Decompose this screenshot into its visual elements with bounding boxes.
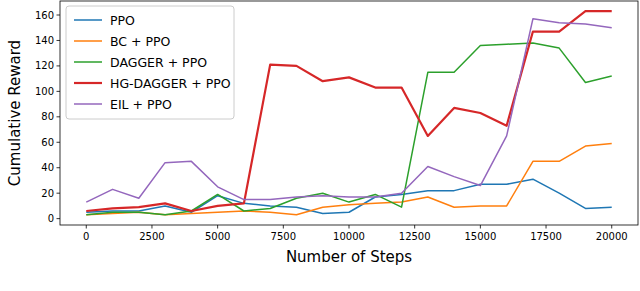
x-axis-label: Number of Steps: [286, 248, 412, 266]
y-tick: [57, 116, 61, 117]
legend-swatch: [74, 61, 102, 63]
x-tick-label: 17500: [530, 231, 562, 242]
x-tick: [611, 225, 612, 229]
x-tick-label: 15000: [464, 231, 496, 242]
chart: 0 2500 5000 7500 10000 12500 15000 17500 20000 0 2…: [0, 0, 640, 291]
y-tick-label: 0: [48, 213, 54, 224]
y-tick-label: 140: [35, 35, 54, 46]
x-tick: [480, 225, 481, 229]
x-tick-label: 12500: [399, 231, 431, 242]
legend-swatch: [74, 19, 102, 21]
x-tick-label: 7500: [271, 231, 296, 242]
series-line: [86, 19, 611, 202]
x-tick-label: 5000: [205, 231, 230, 242]
x-tick: [349, 225, 350, 229]
series-line: [86, 11, 611, 211]
legend-label: PPO: [110, 13, 135, 28]
plot-frame: [60, 1, 638, 225]
x-tick: [546, 225, 547, 229]
legend-frame: [66, 6, 234, 119]
series-line: [86, 43, 611, 215]
y-tick: [57, 40, 61, 41]
y-tick-label: 80: [41, 111, 54, 122]
y-tick-label: 100: [35, 86, 54, 97]
y-tick: [57, 167, 61, 168]
y-tick-label: 20: [41, 188, 54, 199]
x-tick: [283, 225, 284, 229]
x-tick-label: 0: [83, 231, 89, 242]
x-tick-label: 20000: [596, 231, 628, 242]
legend-swatch: [74, 82, 102, 84]
x-tick: [151, 225, 152, 229]
x-tick: [86, 225, 87, 229]
legend-label: BC + PPO: [110, 34, 171, 49]
legend-label: DAGGER + PPO: [110, 55, 207, 70]
y-tick-label: 40: [41, 162, 54, 173]
y-tick-label: 120: [35, 60, 54, 71]
y-tick: [57, 218, 61, 219]
legend: PPO BC + PPO DAGGER + PPO HG-DAGGER + PPO EI…: [66, 6, 234, 119]
legend-label: HG-DAGGER + PPO: [110, 76, 231, 91]
legend-label: EIL + PPO: [110, 97, 172, 112]
x-tick-label: 10000: [333, 231, 365, 242]
y-tick-label: 160: [35, 10, 54, 21]
y-axis-label: Cumulative Reward: [6, 40, 24, 186]
legend-swatch: [74, 40, 102, 42]
legend-swatch: [74, 103, 102, 105]
y-tick: [57, 65, 61, 66]
y-tick: [57, 91, 61, 92]
y-tick: [57, 193, 61, 194]
y-tick-label: 60: [41, 137, 54, 148]
y-tick: [57, 142, 61, 143]
x-tick-label: 2500: [139, 231, 164, 242]
y-tick: [57, 15, 61, 16]
x-tick: [217, 225, 218, 229]
x-tick: [414, 225, 415, 229]
